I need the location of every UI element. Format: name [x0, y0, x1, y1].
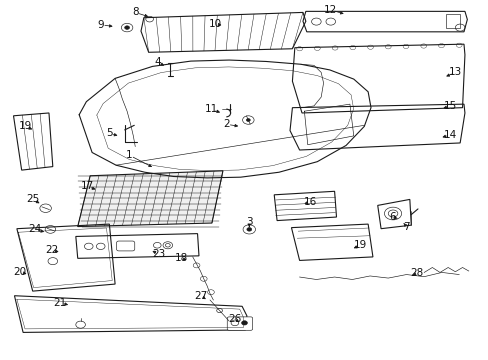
Text: 3: 3	[245, 217, 252, 227]
Text: 15: 15	[443, 101, 456, 111]
Text: 10: 10	[209, 19, 222, 29]
Polygon shape	[78, 171, 223, 226]
Text: 8: 8	[132, 8, 138, 17]
Text: 4: 4	[154, 57, 160, 67]
Text: 26: 26	[228, 314, 241, 324]
Text: 18: 18	[174, 253, 187, 263]
Text: 13: 13	[448, 67, 461, 77]
Text: 2: 2	[223, 119, 229, 129]
Circle shape	[241, 321, 247, 325]
Circle shape	[246, 228, 251, 231]
Text: 22: 22	[45, 245, 59, 255]
Text: 19: 19	[19, 121, 32, 131]
Circle shape	[124, 26, 129, 30]
Text: 11: 11	[205, 104, 218, 114]
Circle shape	[246, 118, 250, 121]
Text: 6: 6	[389, 212, 396, 222]
Text: 28: 28	[409, 269, 423, 279]
Text: 21: 21	[53, 298, 66, 308]
FancyBboxPatch shape	[445, 14, 459, 28]
Text: 17: 17	[81, 181, 94, 192]
Text: 12: 12	[324, 5, 337, 15]
Text: 25: 25	[26, 194, 39, 204]
Text: 14: 14	[443, 130, 456, 140]
Text: 27: 27	[193, 291, 206, 301]
Text: 1: 1	[126, 150, 133, 160]
Text: 20: 20	[14, 267, 27, 277]
Text: 23: 23	[152, 249, 165, 259]
FancyBboxPatch shape	[227, 317, 252, 330]
Text: 7: 7	[402, 221, 409, 231]
Text: 16: 16	[304, 197, 317, 207]
Text: 19: 19	[353, 240, 366, 250]
Text: 9: 9	[97, 20, 104, 30]
Text: 24: 24	[28, 224, 41, 234]
FancyBboxPatch shape	[116, 241, 135, 251]
Text: 5: 5	[106, 129, 112, 139]
